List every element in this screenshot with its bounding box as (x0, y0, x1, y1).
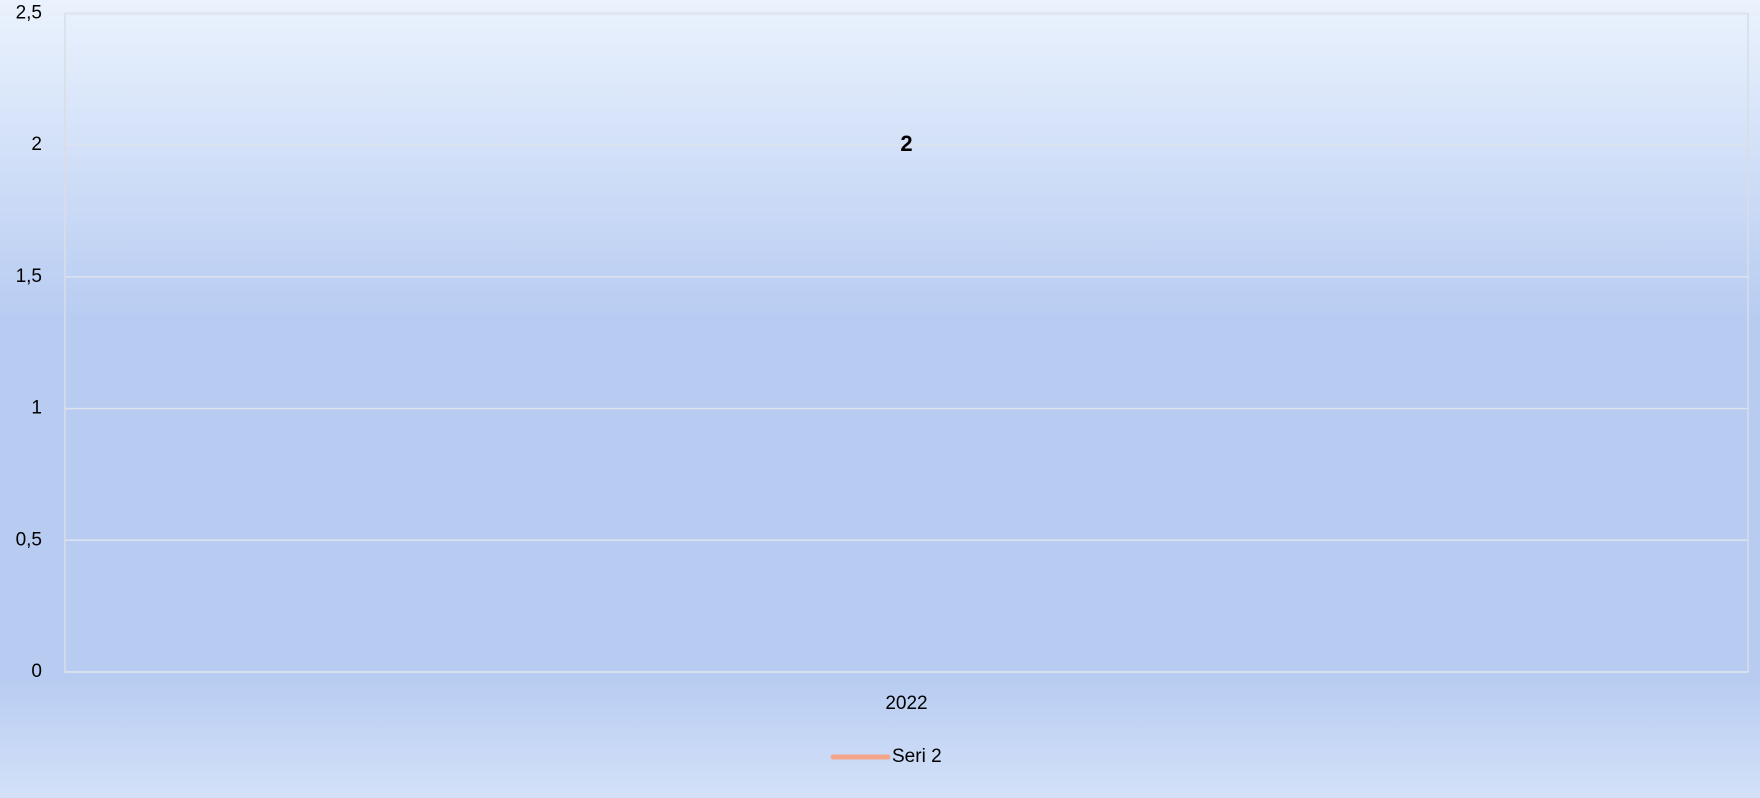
data-label: 2 (900, 131, 912, 156)
y-tick-label: 1,5 (16, 266, 42, 287)
y-tick-label: 1 (31, 398, 42, 419)
y-tick-label: 2,5 (16, 3, 42, 24)
y-tick-label: 0,5 (16, 529, 42, 550)
legend-label: Seri 2 (892, 746, 942, 767)
x-tick-label: 2022 (885, 693, 927, 714)
y-tick-label: 0 (31, 661, 42, 682)
y-tick-label: 2 (31, 134, 42, 155)
